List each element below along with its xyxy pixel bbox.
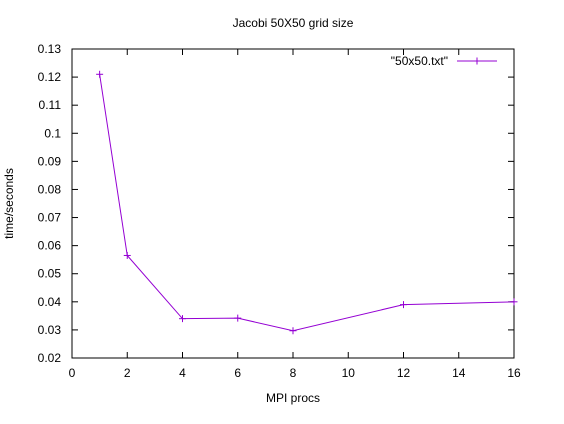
- y-tick-label: 0.02: [38, 351, 62, 365]
- series-line: [99, 74, 515, 332]
- x-tick-label: 4: [179, 366, 186, 380]
- legend-label: "50x50.txt": [391, 54, 448, 68]
- y-tick-label: 0.12: [38, 70, 62, 84]
- y-tick-label: 0.06: [38, 239, 62, 253]
- data-point: [123, 251, 131, 259]
- y-tick-label: 0.04: [38, 295, 62, 309]
- y-tick-label: 0.1: [44, 126, 61, 140]
- x-axis: 0 2 4 6 8 10 12 14 16: [69, 49, 521, 380]
- x-tick-label: 16: [507, 366, 521, 380]
- y-tick-label: 0.11: [39, 98, 62, 112]
- plot-frame: [71, 48, 515, 359]
- data-point: [510, 298, 518, 306]
- x-tick-label: 8: [290, 366, 297, 380]
- data-point: [400, 301, 407, 309]
- x-tick-label: 12: [397, 366, 411, 380]
- y-tick-label: 0.03: [38, 323, 62, 337]
- y-tick-label: 0.13: [38, 42, 62, 56]
- x-tick-label: 2: [124, 366, 131, 380]
- y-tick-label: 0.05: [38, 267, 62, 281]
- y-tick-label: 0.09: [38, 154, 62, 168]
- y-tick-label: 0.07: [38, 211, 62, 225]
- x-tick-label: 10: [342, 366, 356, 380]
- x-tick-label: 0: [69, 366, 76, 380]
- data-point: [234, 314, 242, 322]
- x-tick-label: 14: [452, 366, 466, 380]
- data-point: [179, 315, 186, 323]
- x-tick-label: 6: [234, 366, 241, 380]
- legend-marker: [473, 57, 481, 65]
- x-axis-label: MPI procs: [266, 391, 320, 405]
- chart-title: Jacobi 50X50 grid size: [233, 16, 354, 30]
- series-layer: [96, 70, 518, 335]
- y-axis-label: time/seconds: [2, 168, 16, 239]
- y-axis: 0.02 0.03 0.04 0.05 0.06 0.07 0.08 0.09 0.1 0.11 0…: [38, 42, 514, 365]
- data-point: [289, 327, 297, 335]
- legend: "50x50.txt": [391, 54, 497, 68]
- data-point: [96, 70, 104, 78]
- y-tick-label: 0.08: [38, 182, 62, 196]
